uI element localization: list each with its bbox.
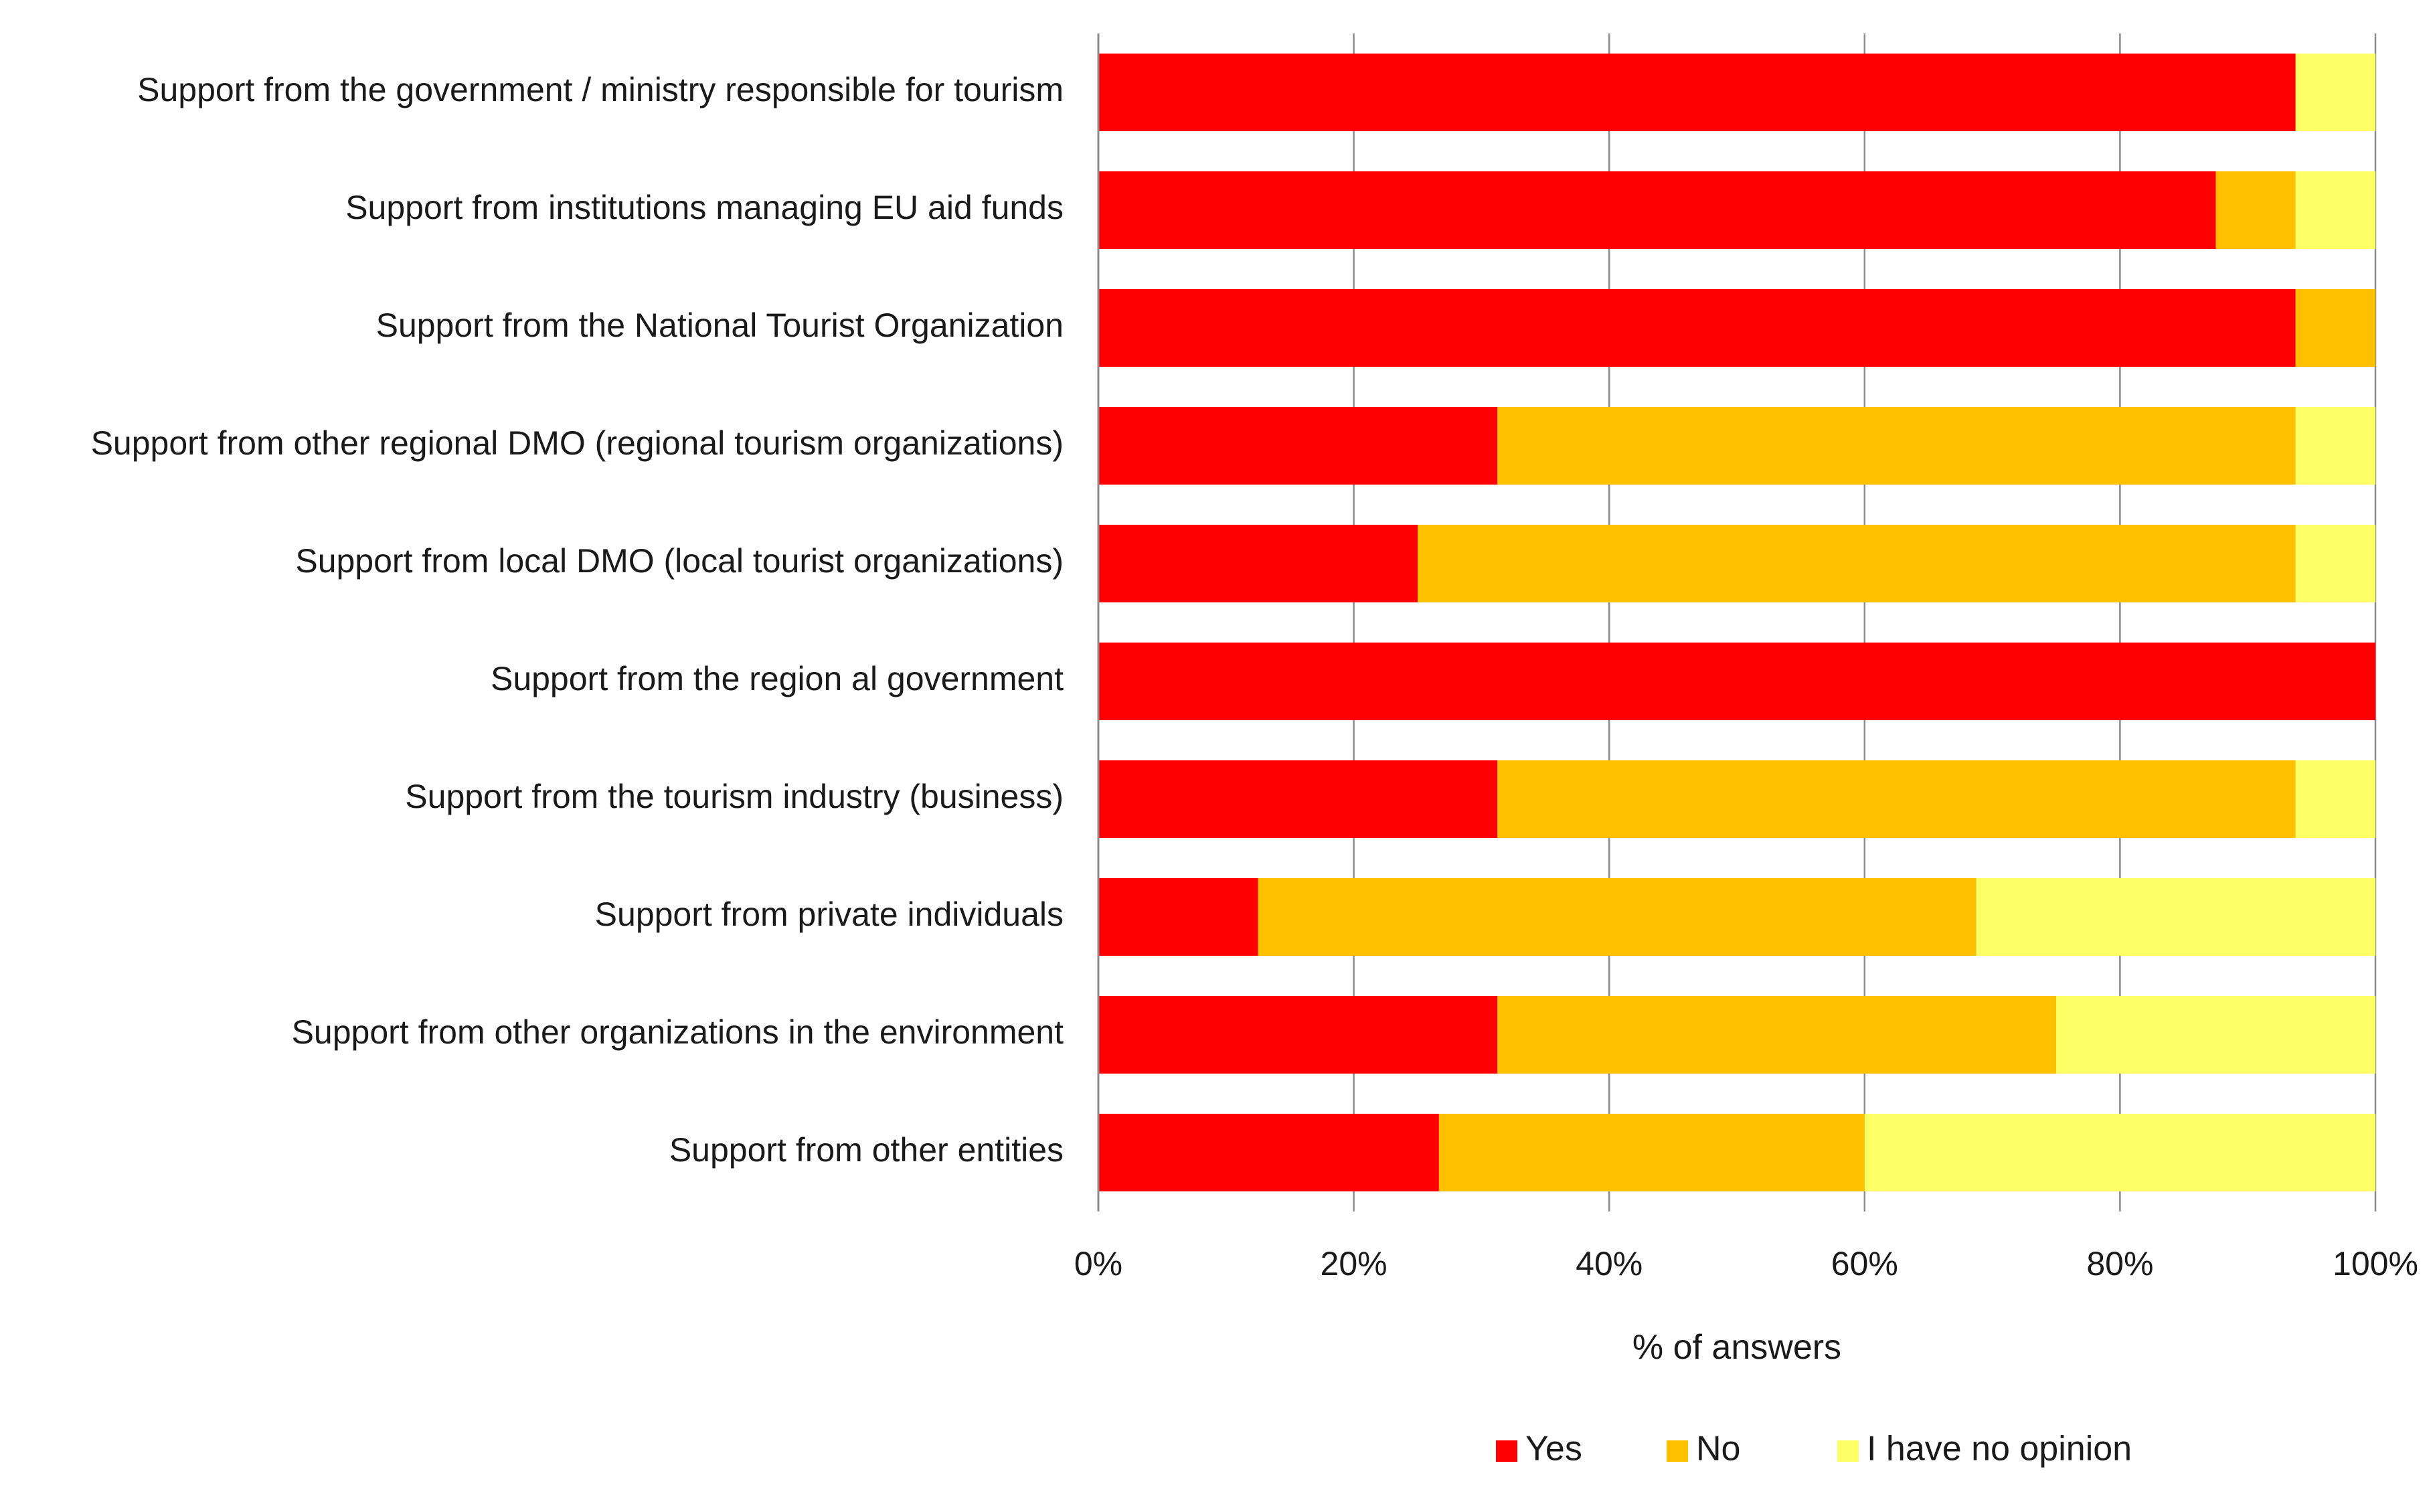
- legend-label-i-have-no-opinion: I have no opinion: [1867, 1430, 2132, 1468]
- bar-i-have-no-opinion-8: [2056, 996, 2375, 1074]
- bar-yes-9: [1098, 1114, 1439, 1191]
- category-label-1: Support from institutions managing EU ai…: [345, 189, 1064, 226]
- bar-no-7: [1258, 878, 1977, 956]
- x-tick-label-1: 20%: [1321, 1245, 1388, 1282]
- bar-no-2: [2295, 289, 2375, 367]
- category-label-4: Support from local DMO (local tourist or…: [295, 542, 1064, 580]
- bar-no-4: [1418, 525, 2296, 602]
- category-label-5: Support from the region al government: [491, 660, 1064, 697]
- x-tick-label-3: 60%: [1831, 1245, 1898, 1282]
- category-label-9: Support from other entities: [669, 1131, 1064, 1169]
- bar-yes-6: [1098, 760, 1498, 838]
- bar-yes-5: [1098, 643, 2375, 720]
- x-tick-label-4: 80%: [2086, 1245, 2153, 1282]
- bar-i-have-no-opinion-1: [2295, 171, 2375, 249]
- bar-i-have-no-opinion-9: [1864, 1114, 2375, 1191]
- bar-yes-8: [1098, 996, 1498, 1074]
- x-tick-labels: 0% 20% 40% 60% 80% 100%: [1074, 1245, 2418, 1282]
- bar-i-have-no-opinion-4: [2295, 525, 2375, 602]
- bar-yes-1: [1098, 171, 2216, 249]
- legend-swatch-no: [1667, 1440, 1688, 1462]
- bar-yes-0: [1098, 54, 2296, 131]
- x-tick-label-2: 40%: [1576, 1245, 1643, 1282]
- x-axis-title: % of answers: [1632, 1328, 1841, 1367]
- bar-no-6: [1497, 760, 2296, 838]
- category-label-6: Support from the tourism industry (busin…: [405, 778, 1064, 815]
- legend-label-no: No: [1696, 1430, 1740, 1468]
- category-label-8: Support from other organizations in the …: [292, 1013, 1064, 1051]
- bar-yes-7: [1098, 878, 1258, 956]
- legend-swatch-i-have-no-opinion: [1837, 1440, 1859, 1462]
- category-label-3: Support from other regional DMO (regiona…: [91, 424, 1064, 462]
- legend: Yes No I have no opinion: [1496, 1430, 2132, 1468]
- bar-no-8: [1497, 996, 2056, 1074]
- bar-yes-4: [1098, 525, 1418, 602]
- bar-i-have-no-opinion-6: [2295, 760, 2375, 838]
- bar-yes-2: [1098, 289, 2296, 367]
- bars: [1098, 54, 2375, 1191]
- x-tick-label-0: 0%: [1074, 1245, 1122, 1282]
- bar-no-1: [2215, 171, 2296, 249]
- bar-no-9: [1438, 1114, 1865, 1191]
- category-labels: Support from the government / ministry r…: [91, 71, 1064, 1169]
- bar-i-have-no-opinion-0: [2295, 54, 2375, 131]
- category-label-7: Support from private individuals: [595, 896, 1064, 933]
- bar-no-3: [1497, 407, 2296, 485]
- x-tick-label-5: 100%: [2333, 1245, 2418, 1282]
- bar-i-have-no-opinion-3: [2295, 407, 2375, 485]
- category-label-0: Support from the government / ministry r…: [137, 71, 1064, 108]
- legend-label-yes: Yes: [1525, 1430, 1582, 1468]
- category-label-2: Support from the National Tourist Organi…: [376, 307, 1064, 344]
- bar-i-have-no-opinion-7: [1976, 878, 2375, 956]
- bar-yes-3: [1098, 407, 1498, 485]
- legend-swatch-yes: [1496, 1440, 1517, 1462]
